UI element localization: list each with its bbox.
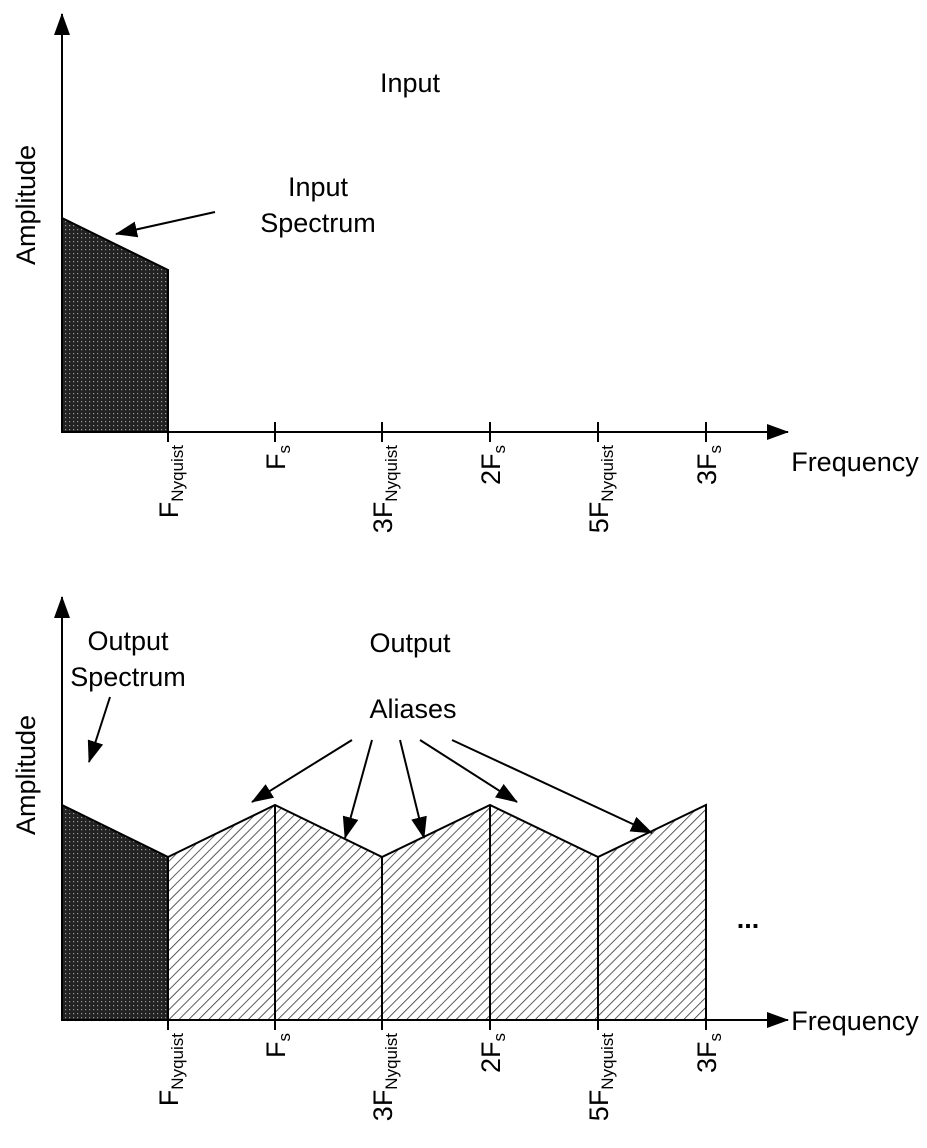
tick-main: 5F [584,1090,614,1122]
tick-label: 3FNyquist [368,445,401,533]
tick-label: 5FNyquist [584,1033,617,1121]
tick-sub: s [706,1033,725,1042]
y-label: Amplitude [11,715,41,835]
tick-label: Fs [261,1033,294,1058]
tick-sub: Nyquist [168,445,187,502]
tick-sub: s [490,1033,509,1042]
tick-main: 2F [476,1042,506,1074]
tick-label: 3Fs [692,1033,725,1073]
annotation: Spectrum [70,662,186,692]
arrow [115,211,216,238]
tick-sub: Nyquist [598,1033,617,1090]
tick-sub: Nyquist [382,1033,401,1090]
alias-spectrum [167,803,707,1021]
tick-main: 5F [584,502,614,534]
tick-label: 2Fs [476,445,509,485]
title: Output [369,628,451,658]
tick-main: F [154,502,184,519]
tick-label: Fs [261,445,294,470]
tick-main: 3F [368,1090,398,1122]
tick-sub: s [275,445,294,454]
input-spectrum [61,216,169,433]
tick-label: 5FNyquist [584,445,617,533]
annotation: Spectrum [260,208,376,238]
output-spectrum [61,803,169,1021]
alias-arrows [251,739,653,839]
tick-sub: Nyquist [382,445,401,502]
y-label: Amplitude [11,145,41,265]
tick-label: FNyquist [154,445,187,518]
tick-label: FNyquist [154,1033,187,1106]
tick-sub: s [706,445,725,454]
tick-main: F [154,1090,184,1107]
continuation: ... [737,904,760,934]
annotation: Input [288,172,349,202]
tick-main: F [261,1042,291,1059]
annotation: Output [87,626,169,656]
tick-label: 3FNyquist [368,1033,401,1121]
tick-main: 3F [692,454,722,486]
tick-sub: s [275,1033,294,1042]
tick-label: 2Fs [476,1033,509,1073]
tick-main: F [261,454,291,471]
tick-main: 3F [692,1042,722,1074]
arrow [87,696,111,763]
aliases-label: Aliases [369,694,456,724]
alias-dividers [274,805,599,1020]
title: Input [380,68,441,98]
x-label: Frequency [791,447,919,477]
x-label: Frequency [791,1006,919,1036]
tick-sub: Nyquist [598,445,617,502]
tick-sub: Nyquist [168,1033,187,1090]
tick-sub: s [490,445,509,454]
tick-main: 3F [368,502,398,534]
tick-label: 3Fs [692,445,725,485]
tick-main: 2F [476,454,506,486]
